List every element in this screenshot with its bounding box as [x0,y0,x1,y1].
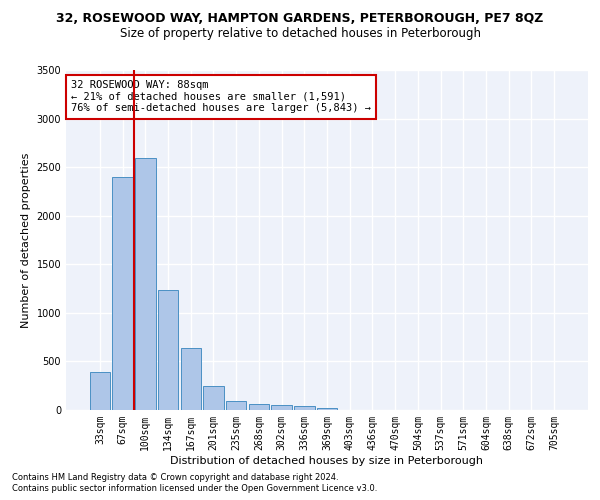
Bar [203,386,224,410]
Text: Size of property relative to detached houses in Peterborough: Size of property relative to detached ho… [119,28,481,40]
Bar [271,404,292,410]
Text: 32, ROSEWOOD WAY, HAMPTON GARDENS, PETERBOROUGH, PE7 8QZ: 32, ROSEWOOD WAY, HAMPTON GARDENS, PETER… [56,12,544,26]
Text: Contains HM Land Registry data © Crown copyright and database right 2024.: Contains HM Land Registry data © Crown c… [12,472,338,482]
Y-axis label: Number of detached properties: Number of detached properties [21,152,31,328]
X-axis label: Distribution of detached houses by size in Peterborough: Distribution of detached houses by size … [170,456,484,466]
Bar [248,404,269,410]
Text: 32 ROSEWOOD WAY: 88sqm
← 21% of detached houses are smaller (1,591)
76% of semi-: 32 ROSEWOOD WAY: 88sqm ← 21% of detached… [71,80,371,114]
Bar [226,401,247,410]
Bar [135,158,155,410]
Bar [317,408,337,410]
Bar [181,348,201,410]
Text: Contains public sector information licensed under the Open Government Licence v3: Contains public sector information licen… [12,484,377,493]
Bar [112,177,133,410]
Bar [158,290,178,410]
Bar [90,372,110,410]
Bar [294,406,314,410]
